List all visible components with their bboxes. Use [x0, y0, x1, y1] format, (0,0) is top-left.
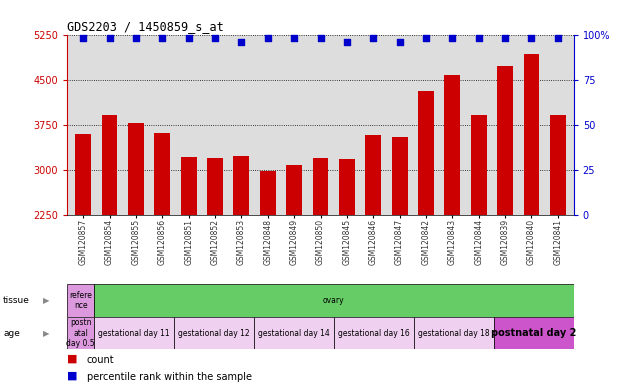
Bar [207, 158, 223, 350]
Point [289, 35, 299, 41]
Text: gestational day 11: gestational day 11 [98, 329, 170, 338]
Bar [254, 317, 334, 349]
Text: refere
nce: refere nce [69, 291, 92, 310]
Text: ■: ■ [67, 371, 78, 381]
Bar [313, 158, 328, 350]
Bar [497, 66, 513, 350]
Bar [471, 114, 487, 350]
Text: ■: ■ [67, 353, 78, 363]
Point [526, 35, 537, 41]
Point [394, 39, 404, 45]
Point [474, 35, 484, 41]
Point [263, 35, 273, 41]
Point [342, 39, 352, 45]
Point [500, 35, 510, 41]
Text: gestational day 18: gestational day 18 [418, 329, 490, 338]
Text: GDS2203 / 1450859_s_at: GDS2203 / 1450859_s_at [67, 20, 224, 33]
Bar [260, 170, 276, 350]
Point [157, 35, 167, 41]
Bar [550, 114, 566, 350]
Point [78, 35, 88, 41]
Text: tissue: tissue [3, 296, 30, 305]
Text: gestational day 16: gestational day 16 [338, 329, 410, 338]
Bar [94, 317, 174, 349]
Text: ovary: ovary [323, 296, 345, 305]
Bar [128, 123, 144, 350]
Bar [67, 317, 94, 349]
Point [104, 35, 115, 41]
Point [183, 35, 194, 41]
Point [315, 35, 326, 41]
Text: gestational day 14: gestational day 14 [258, 329, 329, 338]
Bar [392, 137, 408, 350]
Bar [75, 134, 91, 350]
Bar [444, 75, 460, 350]
Text: ▶: ▶ [43, 296, 49, 305]
Text: postn
atal
day 0.5: postn atal day 0.5 [66, 318, 95, 348]
Bar [233, 156, 249, 350]
Bar [339, 159, 354, 350]
Point [447, 35, 458, 41]
Bar [154, 132, 170, 350]
Bar [418, 91, 434, 350]
Text: count: count [87, 355, 114, 365]
Text: percentile rank within the sample: percentile rank within the sample [87, 372, 251, 382]
Bar [365, 135, 381, 350]
Point [237, 39, 247, 45]
Bar [524, 55, 540, 350]
Bar [101, 114, 117, 350]
Bar [67, 284, 94, 317]
Bar [414, 317, 494, 349]
Point [131, 35, 141, 41]
Bar [494, 317, 574, 349]
Bar [181, 157, 197, 350]
Point [553, 35, 563, 41]
Point [210, 35, 220, 41]
Bar [287, 164, 302, 350]
Text: ▶: ▶ [43, 329, 49, 338]
Text: gestational day 12: gestational day 12 [178, 329, 250, 338]
Bar [334, 317, 414, 349]
Point [421, 35, 431, 41]
Point [368, 35, 378, 41]
Text: age: age [3, 329, 20, 338]
Text: postnatal day 2: postnatal day 2 [491, 328, 576, 338]
Bar [174, 317, 254, 349]
